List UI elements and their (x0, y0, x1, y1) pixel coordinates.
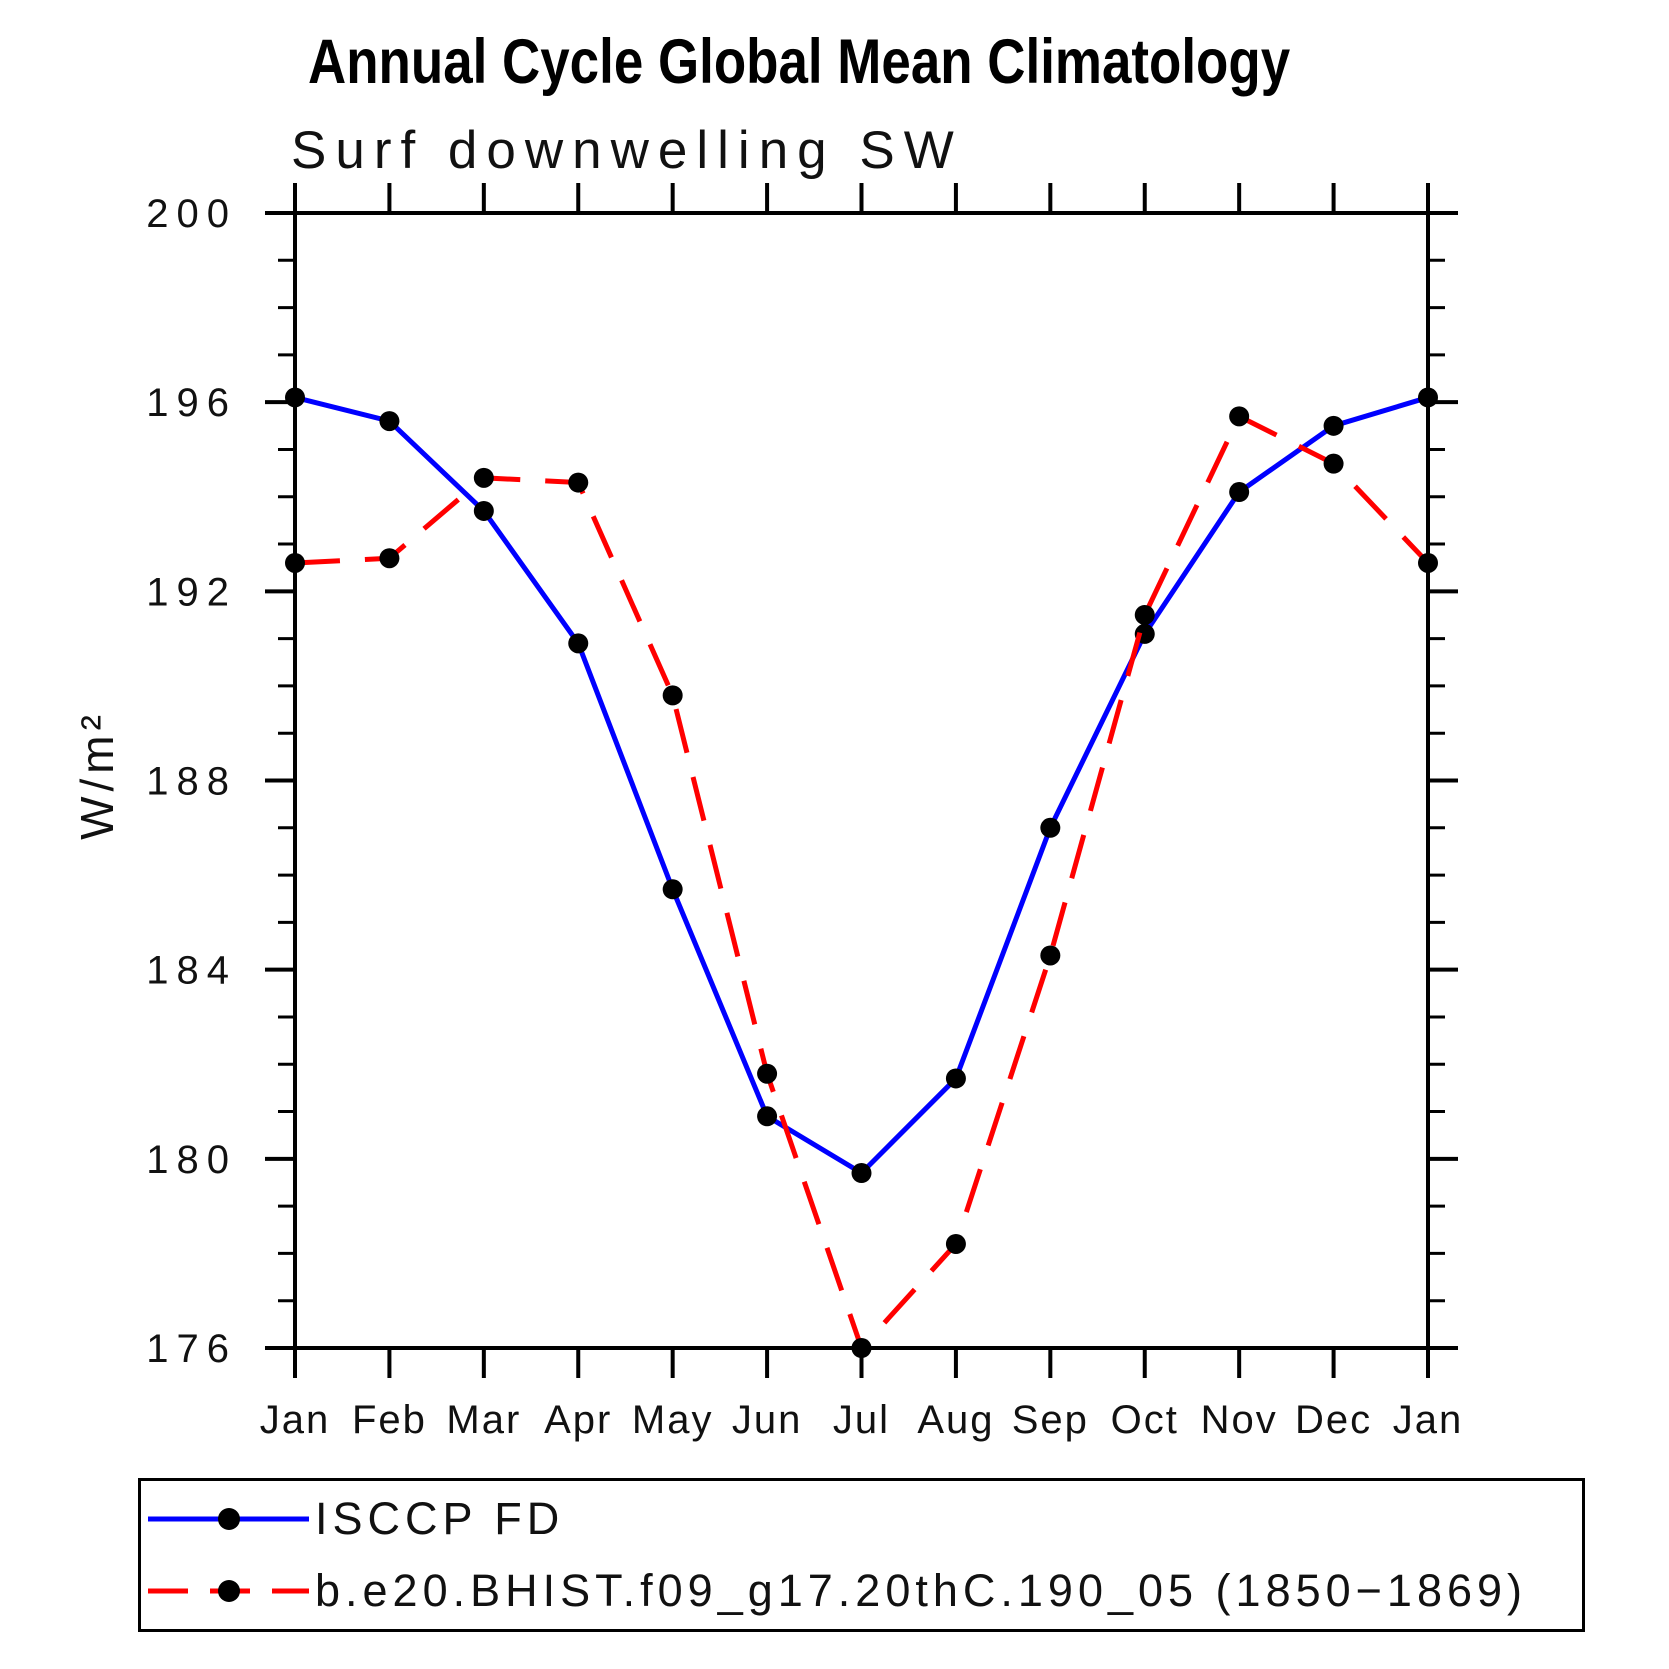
legend-item-isccp-fd: ISCCP FD (141, 1483, 1582, 1555)
dashed-line-marker-icon (148, 1580, 309, 1602)
x-tick-label: Nov (1201, 1398, 1278, 1442)
solid-line-marker-icon (148, 1508, 309, 1530)
data-point-marker (473, 500, 494, 521)
data-point-marker (1323, 415, 1344, 436)
x-tick-label: May (632, 1398, 714, 1442)
data-point-marker (1418, 387, 1438, 408)
data-point-marker (473, 467, 494, 488)
legend: ISCCP FD b.e20.BHIST.f09_g17.20thC.190_0… (138, 1478, 1585, 1632)
x-tick-label: Jul (833, 1398, 890, 1442)
data-point-marker (851, 1163, 872, 1184)
series-isccp-fd (285, 387, 1438, 1184)
data-point-marker (1229, 406, 1250, 427)
x-axis: Jan Feb Mar Apr May Jun Jul Aug Sep Oct Nov Dec Jan (260, 183, 1464, 1442)
data-point-marker (757, 1063, 778, 1084)
data-point-marker (851, 1338, 872, 1358)
y-tick-label: 196 (146, 381, 237, 425)
x-tick-label: Jun (732, 1398, 803, 1442)
data-point-marker (568, 472, 589, 493)
y-tick-label: 200 (146, 192, 237, 236)
data-point-marker (1134, 604, 1155, 625)
x-tick-label: Mar (446, 1398, 521, 1442)
x-tick-label: Dec (1295, 1398, 1372, 1442)
chart-title: Annual Cycle Global Mean Climatology (308, 27, 1291, 97)
y-tick-label: 188 (146, 760, 237, 804)
x-tick-label: Feb (352, 1398, 427, 1442)
x-tick-label: Aug (917, 1398, 994, 1442)
y-tick-label: 184 (146, 949, 237, 993)
data-point-marker (1323, 453, 1344, 474)
data-point-marker (1040, 817, 1061, 838)
x-tick-label: Jan (1393, 1398, 1464, 1442)
data-point-marker (1040, 945, 1061, 966)
data-point-marker (662, 879, 683, 900)
series-model (285, 406, 1438, 1358)
y-tick-label: 176 (146, 1327, 237, 1371)
data-point-marker (945, 1233, 966, 1254)
data-point-marker (379, 548, 400, 569)
legend-item-model: b.e20.BHIST.f09_g17.20thC.190_05 (1850−1… (141, 1555, 1582, 1627)
x-tick-label: Jan (260, 1398, 331, 1442)
data-point-marker (285, 552, 305, 573)
y-tick-label: 192 (146, 570, 237, 614)
data-point-marker (1418, 552, 1438, 573)
data-point-marker (1229, 482, 1250, 503)
y-tick-label: 180 (146, 1138, 237, 1182)
series-line (294, 395, 1429, 1177)
data-point-marker (285, 387, 305, 408)
legend-label-isccp-fd: ISCCP FD (315, 1493, 565, 1544)
x-tick-label: Sep (1012, 1398, 1089, 1442)
data-point-marker (757, 1106, 778, 1127)
legend-label-model: b.e20.BHIST.f09_g17.20thC.190_05 (1850−1… (315, 1565, 1528, 1616)
chart-subtitle: Surf downwelling SW (291, 121, 963, 180)
x-tick-label: Oct (1111, 1398, 1179, 1442)
y-axis: 176 180 184 188 192 196 200 (146, 192, 1458, 1371)
x-tick-label: Apr (544, 1398, 612, 1442)
data-point-marker (662, 685, 683, 706)
data-point-marker (568, 633, 589, 654)
series-line (294, 412, 1430, 1353)
data-point-marker (945, 1068, 966, 1089)
data-point-marker (379, 411, 400, 432)
